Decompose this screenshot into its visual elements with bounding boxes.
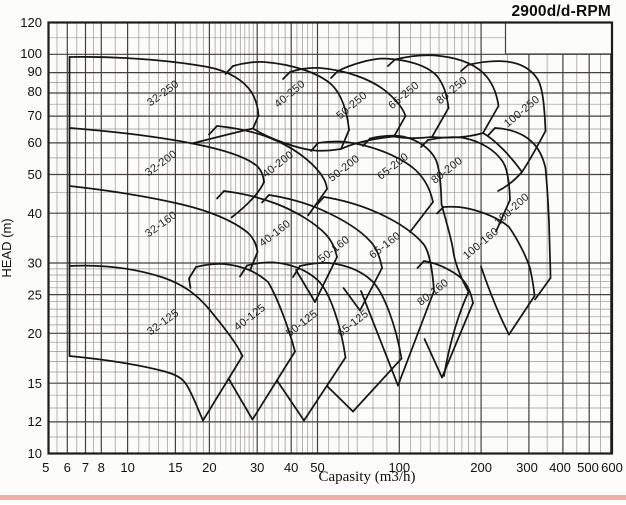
svg-text:300: 300	[516, 460, 538, 475]
svg-text:Capasity (m3/h): Capasity (m3/h)	[318, 469, 415, 485]
svg-text:20: 20	[28, 326, 42, 341]
svg-text:6: 6	[64, 460, 71, 475]
svg-text:40: 40	[284, 460, 298, 475]
svg-text:120: 120	[20, 15, 42, 30]
svg-text:40: 40	[28, 206, 42, 221]
svg-text:200: 200	[470, 460, 492, 475]
svg-text:5: 5	[42, 460, 49, 475]
svg-text:10: 10	[28, 446, 42, 461]
svg-text:80: 80	[28, 84, 42, 99]
svg-text:30: 30	[28, 256, 42, 271]
svg-text:60: 60	[28, 135, 42, 150]
svg-text:15: 15	[168, 460, 182, 475]
svg-text:500: 500	[577, 460, 599, 475]
svg-text:12: 12	[28, 414, 42, 429]
svg-text:100: 100	[20, 46, 42, 61]
svg-text:20: 20	[202, 460, 216, 475]
svg-text:2900d/d-RPM: 2900d/d-RPM	[511, 3, 611, 20]
svg-text:HEAD (m): HEAD (m)	[0, 218, 14, 277]
svg-text:50: 50	[310, 460, 324, 475]
svg-text:10: 10	[120, 460, 134, 475]
svg-text:90: 90	[28, 64, 42, 79]
svg-text:600: 600	[601, 460, 623, 475]
svg-text:8: 8	[98, 460, 105, 475]
svg-text:25: 25	[28, 288, 42, 303]
svg-text:50: 50	[28, 167, 42, 182]
svg-text:7: 7	[82, 460, 89, 475]
svg-text:100: 100	[388, 460, 410, 475]
svg-text:400: 400	[549, 460, 571, 475]
svg-text:30: 30	[250, 460, 264, 475]
svg-text:15: 15	[28, 376, 42, 391]
svg-text:70: 70	[28, 108, 42, 123]
